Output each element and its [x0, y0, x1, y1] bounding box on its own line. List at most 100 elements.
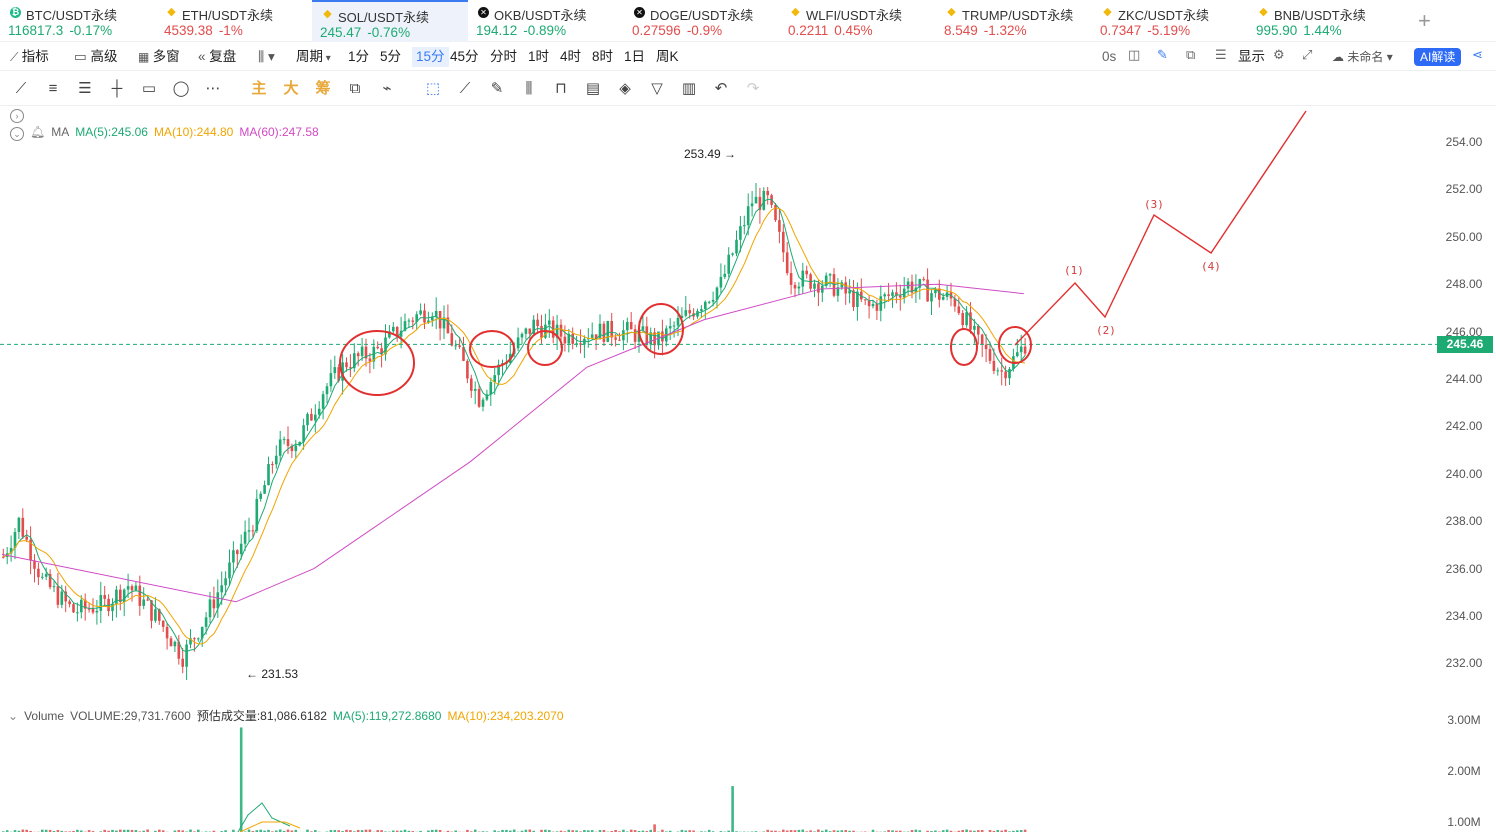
candle-body [485, 394, 489, 400]
ticker-name: WLFI/USDT永续 [806, 8, 903, 23]
chart-type-button[interactable]: ⫼ ▾ [258, 49, 275, 64]
trash-icon[interactable]: ▥ [681, 80, 697, 97]
ruler-icon[interactable]: ⟋ [459, 80, 471, 97]
cursor-icon[interactable]: ⬚ [425, 80, 441, 97]
interval-1[interactable]: 5分 [380, 49, 402, 64]
display-button[interactable]: 显示 [1238, 49, 1265, 64]
candle-body [275, 455, 278, 465]
circle-icon[interactable]: ◯ [172, 80, 190, 97]
horizontal-line-icon[interactable]: ┼ [111, 80, 123, 97]
trendline-icon[interactable]: ⟋ [15, 80, 27, 97]
add-ticker-icon[interactable]: + [1418, 8, 1431, 33]
main-force-button[interactable]: 主 [251, 80, 267, 97]
candle-body [107, 598, 110, 612]
ticker-0[interactable]: ₿ BTC/USDT永续 116817.3 -0.17% [0, 0, 156, 42]
interval-8[interactable]: 1日 [624, 49, 646, 64]
collapse-icon[interactable]: ⌄ [10, 127, 24, 141]
ticker-2[interactable]: ◆ SOL/USDT永续 245.47 -0.76% [312, 0, 468, 42]
fib-icon[interactable]: ≡ [48, 80, 58, 97]
interval-3[interactable]: 45分 [450, 49, 479, 64]
highlight-circle [638, 303, 684, 355]
interval-6[interactable]: 4时 [560, 49, 582, 64]
interval-0[interactable]: 1分 [348, 49, 370, 64]
ticker-price: 0.27596 -0.9% [632, 23, 723, 38]
ticker-1[interactable]: ◆ ETH/USDT永续 4539.38 -1% [156, 0, 312, 42]
pen-icon[interactable]: ✎ [1157, 47, 1168, 62]
settings-list-icon[interactable]: ☰ [1215, 47, 1227, 62]
period-dropdown[interactable]: 周期 ▾ [296, 49, 331, 64]
ticker-7[interactable]: ◆ ZKC/USDT永续 0.7347 -5.19% [1092, 0, 1248, 42]
layout-dropdown[interactable]: ☁ 未命名 ▾ [1332, 50, 1393, 64]
gear-icon[interactable]: ⚙ [1273, 47, 1285, 62]
candle-body [306, 413, 309, 426]
expand-icon[interactable]: › [10, 109, 24, 123]
interval-2[interactable]: 15分 [412, 47, 449, 67]
interval-7[interactable]: 8时 [592, 49, 614, 64]
filter-icon[interactable]: ▽ [651, 80, 663, 97]
replay-button[interactable]: « 复盘 [198, 49, 237, 64]
big-order-button[interactable]: 大 [283, 80, 299, 97]
candle-body [957, 306, 961, 314]
undo-icon[interactable]: ↶ [714, 80, 728, 97]
compare-icon[interactable]: ⧉ [349, 80, 361, 97]
ma5-value: MA(5):245.06 [75, 125, 148, 139]
candle-body [119, 589, 122, 603]
candle-body [645, 326, 649, 345]
brush-icon[interactable]: ✎ [490, 80, 504, 97]
indicators-button[interactable]: ⟋ 指标 [10, 49, 49, 64]
share-icon[interactable]: ⋖ [1472, 47, 1483, 62]
parallel-channel-icon[interactable]: ☰ [78, 80, 92, 97]
candle-body [653, 332, 656, 346]
ticker-5[interactable]: ◆ WLFI/USDT永续 0.2211 0.45% [780, 0, 936, 42]
lock-icon[interactable]: ⊓ [555, 80, 567, 97]
interval-9[interactable]: 周K [656, 49, 679, 64]
window-icon[interactable]: ⧉ [1186, 47, 1196, 62]
ai-analysis-button[interactable]: AI解读 [1414, 48, 1462, 66]
candle-body [598, 323, 602, 340]
multi-window-button[interactable]: ▦ 多窗 [138, 49, 180, 64]
high-price-label: 253.49 → [684, 147, 737, 161]
magnet-icon[interactable]: ⌁ [382, 80, 392, 97]
candle-body [154, 609, 157, 621]
advanced-button[interactable]: ▭ 高级 [74, 49, 118, 64]
more-icon[interactable]: ⋯ [205, 80, 221, 97]
candle-body [302, 425, 305, 442]
redo-icon[interactable]: ↷ [746, 80, 760, 97]
candle-body [173, 641, 177, 647]
eraser-icon[interactable]: ◈ [619, 80, 631, 97]
ticker-4[interactable]: ✕ DOGE/USDT永续 0.27596 -0.9% [624, 0, 780, 42]
candle-body [809, 274, 812, 289]
candle-body [294, 445, 298, 452]
candle-body [766, 190, 769, 196]
okx-icon: ✕ [478, 7, 489, 18]
candle-body [372, 346, 376, 362]
binance-icon: ◆ [323, 8, 332, 20]
bell-icon[interactable]: 🔔︎ [30, 125, 46, 139]
note-icon[interactable]: ▤ [585, 80, 601, 97]
volume-axis-label: 2.00M [1447, 764, 1481, 778]
candle-body [181, 658, 184, 667]
candles-icon[interactable]: ⫼ [525, 80, 533, 97]
candle-body [914, 287, 918, 293]
ticker-6[interactable]: ◆ TRUMP/USDT永续 8.549 -1.32% [936, 0, 1092, 42]
interval-5[interactable]: 1时 [528, 49, 550, 64]
fullscreen-icon[interactable]: ⤢ [1302, 47, 1313, 62]
ticker-3[interactable]: ✕ OKB/USDT永续 194.12 -0.89% [468, 0, 624, 42]
ticker-price: 116817.3 -0.17% [8, 23, 113, 38]
candle-body [64, 591, 67, 602]
ticker-8[interactable]: ◆ BNB/USDT永续 995.90 1.44% [1248, 0, 1404, 42]
candle-body [641, 326, 645, 330]
estimated-volume: 预估成交量:81,086.6182 [196, 709, 327, 723]
candle-body [56, 586, 60, 605]
candle-body [661, 331, 664, 342]
chip-button[interactable]: 筹 [315, 80, 331, 97]
volume-ma5: MA(5):119,272.8680 [332, 709, 442, 723]
volume-bar [239, 727, 243, 832]
price-axis-label: 250.00 [1445, 229, 1483, 244]
rectangle-icon[interactable]: ▭ [141, 80, 157, 97]
candle-body [758, 196, 762, 210]
camera-icon[interactable]: ◫ [1128, 47, 1141, 62]
interval-4[interactable]: 分时 [490, 49, 517, 64]
candle-body [637, 329, 641, 342]
candle-body [33, 560, 36, 569]
